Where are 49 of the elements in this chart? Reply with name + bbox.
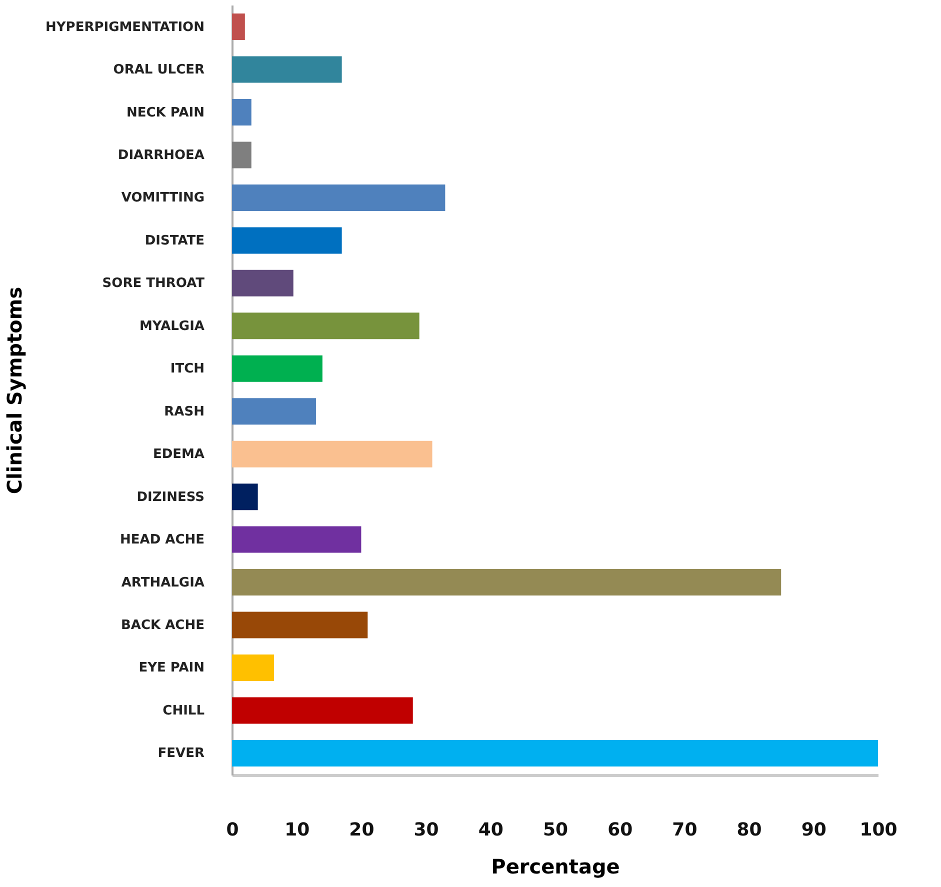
x-tick-label: 70 <box>672 820 698 840</box>
bar <box>232 740 878 766</box>
bar <box>232 270 294 296</box>
y-tick-label: ARTHALGIA <box>121 575 204 590</box>
bar <box>232 312 420 340</box>
bar <box>232 142 252 168</box>
bar <box>232 612 368 638</box>
y-tick-label: CHILL <box>162 703 204 718</box>
x-tick-label: 80 <box>736 820 762 840</box>
y-tick-label: EYE PAIN <box>138 660 204 676</box>
y-tick-label: MYALGIA <box>139 318 204 334</box>
bar <box>232 526 362 553</box>
bar <box>232 484 258 510</box>
bar <box>232 184 446 211</box>
x-tick-label: 10 <box>284 820 310 840</box>
y-tick-label: BACK ACHE <box>121 618 204 634</box>
y-tick-label: DIARRHOEA <box>118 148 204 163</box>
x-tick-label: 20 <box>349 820 374 840</box>
bar <box>232 654 274 681</box>
x-tick-label: 60 <box>608 820 633 840</box>
bar <box>232 14 245 40</box>
x-tick-label: 100 <box>860 820 898 840</box>
x-tick-label: 90 <box>801 820 826 840</box>
bar <box>232 569 782 596</box>
y-tick-label: DIZINESS <box>136 490 204 505</box>
y-tick-label: FEVER <box>158 746 204 762</box>
y-tick-label: RASH <box>164 404 204 420</box>
x-tick-label: 0 <box>226 820 239 840</box>
y-tick-label: EDEMA <box>152 447 204 462</box>
bar <box>232 99 252 126</box>
bar <box>232 355 322 382</box>
x-tick-label: 30 <box>414 820 439 840</box>
y-axis-title: Clinical Symptoms <box>2 286 27 494</box>
y-tick-label: HEAD ACHE <box>120 532 204 548</box>
y-tick-label: ORAL ULCER <box>113 62 204 78</box>
y-tick-label: SORE THROAT <box>102 276 205 292</box>
y-tick-label: HYPERPIGMENTATION <box>46 20 204 35</box>
bar <box>232 440 432 468</box>
x-tick-label: 40 <box>478 820 504 840</box>
bar <box>232 697 413 724</box>
x-tick-label: 50 <box>542 820 568 840</box>
bar <box>232 398 316 425</box>
y-tick-label: VOMITTING <box>121 190 204 206</box>
bar <box>232 56 342 83</box>
y-tick-label: ITCH <box>170 362 204 377</box>
y-tick-label: NECK PAIN <box>126 105 204 120</box>
x-axis-title: Percentage <box>491 854 620 878</box>
y-tick-label: DISTATE <box>144 233 204 248</box>
bar <box>232 227 342 254</box>
